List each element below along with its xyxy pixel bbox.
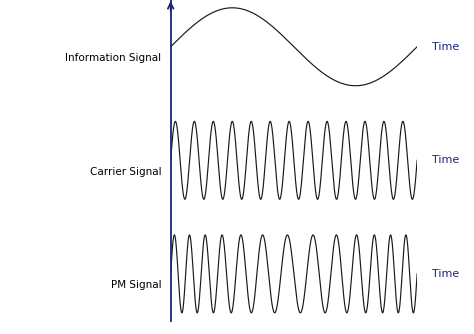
Text: Time: Time: [432, 155, 459, 165]
Text: Time: Time: [432, 269, 459, 279]
Text: Information Signal: Information Signal: [65, 53, 161, 63]
Text: Time: Time: [432, 42, 459, 52]
Text: PM Signal: PM Signal: [110, 280, 161, 290]
Text: Carrier Signal: Carrier Signal: [90, 167, 161, 177]
